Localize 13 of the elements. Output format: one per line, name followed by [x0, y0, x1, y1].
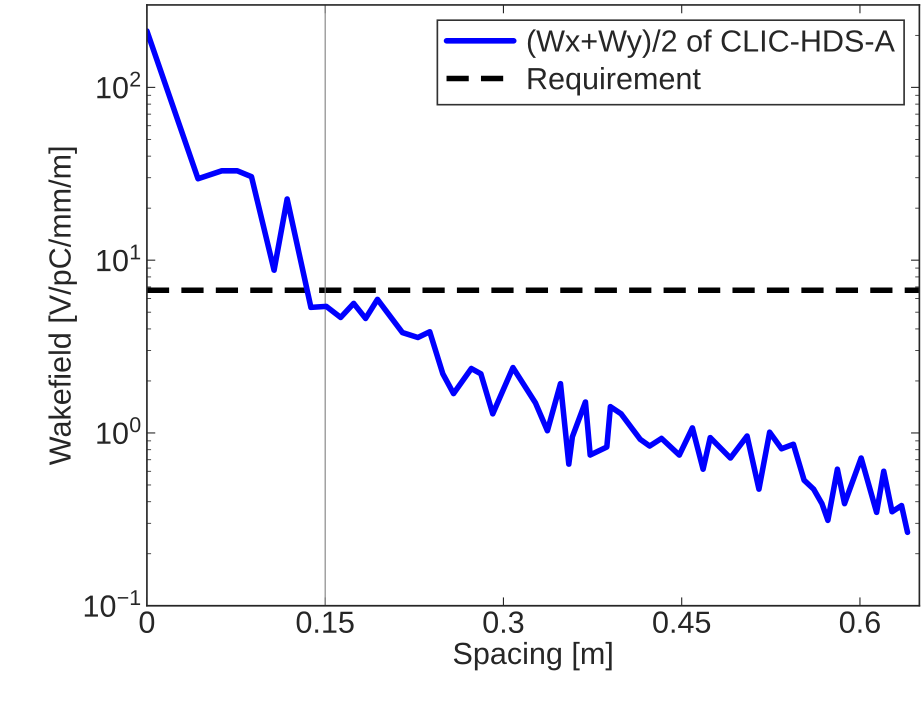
y-tick-label: 10$^{−1}$	[84, 590, 140, 617]
x-tick-label: 0	[140, 611, 154, 634]
x-tick-label: 0.6	[840, 611, 880, 634]
legend-label: Requirement	[528, 67, 701, 96]
y-tick-label: 10$^{2}$	[97, 72, 140, 98]
x-tick-label: 0.45	[653, 611, 710, 634]
x-tick-label: 0.3	[483, 611, 524, 634]
x-axis-title: Spacing [m]	[454, 642, 612, 670]
x-tick-label: 0.15	[296, 611, 354, 634]
y-tick-label: 10$^{0}$	[97, 417, 140, 444]
y-tick-label: 10$^{1}$	[97, 244, 140, 272]
y-axis-title: Wakefield [V/pC/mm/m]	[48, 148, 77, 466]
legend-label: (Wx+Wy)/2 of CLIC-HDS-A	[528, 29, 895, 58]
